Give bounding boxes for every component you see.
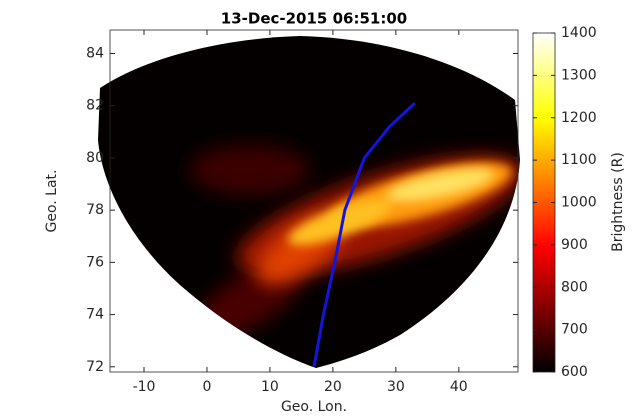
colorbar-tick-label: 700	[561, 322, 588, 338]
y-tick-label: 74	[86, 307, 104, 323]
x-tick-label: 10	[261, 379, 279, 395]
y-tick-label: 82	[86, 98, 104, 114]
colorbar-tick-label: 1100	[561, 152, 597, 168]
colorbar-tick-label: 1200	[561, 110, 597, 126]
y-tick-label: 78	[86, 202, 104, 218]
colorbar-tick-label: 1300	[561, 67, 597, 83]
x-tick-label: 40	[450, 379, 468, 395]
chart-title: 13-Dec-2015 06:51:00	[221, 10, 407, 28]
y-axis-label: Geo. Lat.	[44, 170, 60, 233]
y-tick-label: 76	[86, 254, 104, 270]
chart: 13-Dec-2015 06:51:00 Geo. Lon. Geo. Lat.…	[0, 0, 634, 418]
colorbar-tick-label: 1400	[561, 25, 597, 41]
x-tick-label: 30	[387, 379, 405, 395]
x-axis-label: Geo. Lon.	[281, 399, 347, 415]
colorbar-label: Brightness (R)	[610, 152, 626, 252]
x-tick-label: 20	[324, 379, 342, 395]
y-tick-label: 72	[86, 359, 104, 375]
colorbar-tick-label: 1000	[561, 195, 597, 211]
x-tick-label: 0	[203, 379, 212, 395]
colorbar-tick-label: 900	[561, 237, 588, 253]
colorbar-tick-label: 800	[561, 279, 588, 295]
y-tick-label: 80	[86, 150, 104, 166]
y-tick-label: 84	[86, 45, 104, 61]
colorbar-tick-label: 600	[561, 364, 588, 380]
x-tick-label: -10	[133, 379, 156, 395]
